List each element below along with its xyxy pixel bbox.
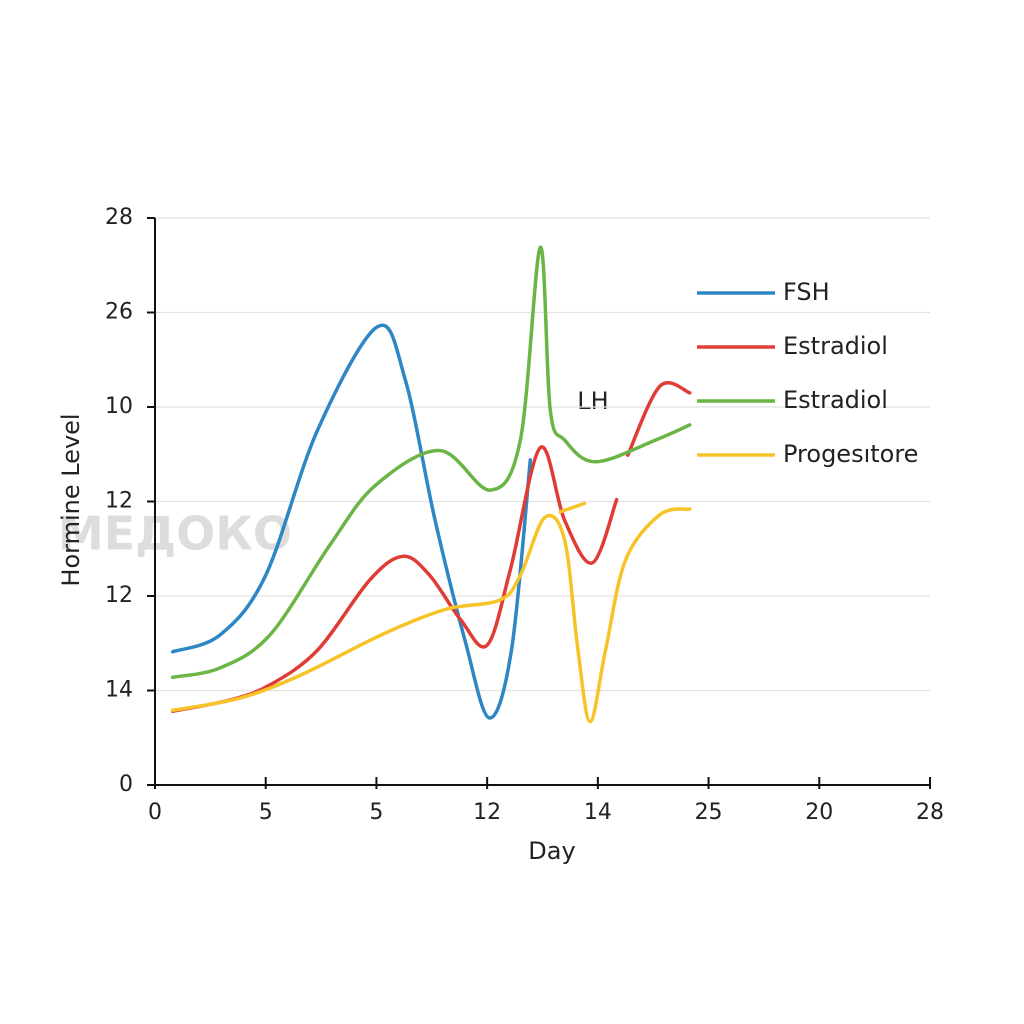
y-tick-label: 14 (105, 678, 133, 703)
x-tick-label: 20 (805, 800, 833, 825)
y-tick-label: 26 (105, 300, 133, 325)
y-tick-label: 28 (105, 205, 133, 230)
y-axis-label: Hormine Level (57, 413, 85, 586)
x-tick-label: 28 (916, 800, 944, 825)
x-axis-label: Day (528, 837, 575, 865)
legend-label: Progesıtore (783, 440, 918, 468)
y-tick-label: 12 (105, 489, 133, 514)
x-tick-label: 5 (259, 800, 273, 825)
annotation: LH (577, 387, 608, 415)
series-line (170, 245, 692, 680)
legend-label: FSH (783, 278, 830, 306)
legend-label: Estradiol (783, 332, 888, 360)
legend-label: Estradiol (783, 386, 888, 414)
watermark: МЕДОКО (58, 507, 292, 561)
x-tick-label: 0 (148, 800, 162, 825)
series-line (170, 323, 533, 720)
x-tick-label: 14 (584, 800, 612, 825)
x-tick-label: 25 (695, 800, 723, 825)
x-tick-label: 12 (473, 800, 501, 825)
y-tick-label: 12 (105, 583, 133, 608)
y-tick-label: 10 (105, 394, 133, 419)
x-tick-label: 5 (369, 800, 383, 825)
y-tick-label: 0 (119, 772, 133, 797)
series-line (170, 501, 692, 724)
